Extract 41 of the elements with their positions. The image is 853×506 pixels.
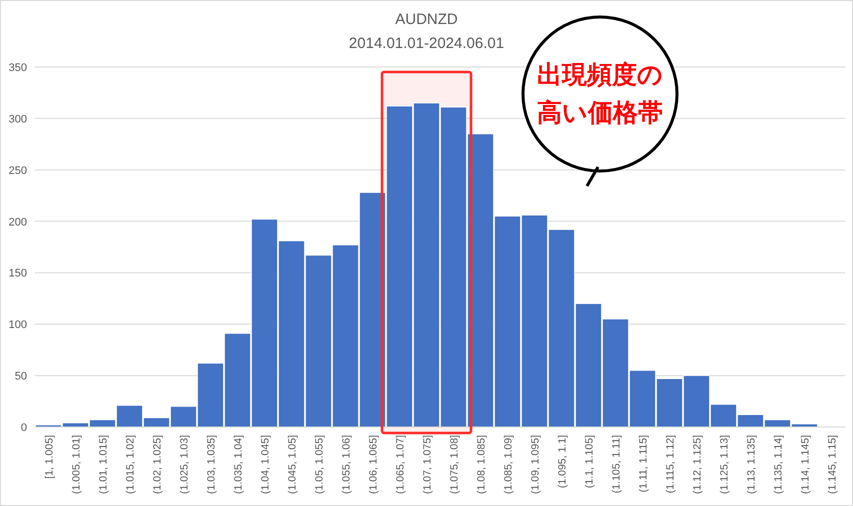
x-tick-label: (1.055, 1.06]	[340, 434, 352, 494]
x-tick-label: (1.075, 1.08]	[448, 434, 460, 494]
x-tick-label: (1.1, 1.105]	[584, 434, 596, 488]
x-tick-label: (1.085, 1.09]	[502, 434, 514, 494]
x-tick-label: (1.08, 1.085]	[476, 434, 488, 494]
x-tick-label: (1.11, 1.115]	[638, 434, 650, 492]
x-tick-label: (1.035, 1.04]	[232, 434, 244, 494]
x-tick-label: (1.135, 1.14]	[772, 434, 784, 494]
x-tick-label: (1.03, 1.035]	[206, 434, 218, 494]
annotation: 出現頻度の高い価格帯	[536, 59, 664, 129]
x-tick-label: (1.105, 1.11]	[610, 434, 622, 494]
y-tick-label: 50	[14, 370, 27, 383]
x-tick-label: (1.09, 1.095]	[530, 434, 542, 494]
x-tick-label: (1.025, 1.03]	[178, 434, 190, 494]
x-tick-label: (1.125, 1.13]	[718, 434, 730, 494]
x-tick-label: (1.015, 1.02]	[124, 434, 136, 494]
x-tick-label: (1.04, 1.045]	[260, 434, 272, 494]
x-tick-label: (1.13, 1.135]	[746, 434, 758, 494]
y-tick-label: 350	[8, 62, 27, 74]
chart-title: AUDNZD	[395, 11, 458, 28]
x-tick-label: (1.115, 1.12]	[664, 434, 676, 494]
y-tick-label: 300	[8, 113, 27, 126]
y-tick-label: 250	[8, 164, 27, 177]
x-tick-label: (1.07, 1.075]	[422, 434, 434, 494]
chart-subtitle: 2014.01.01-2024.06.01	[348, 35, 504, 52]
y-tick-label: 100	[8, 319, 27, 332]
x-tick-label: (1.05, 1.055]	[314, 434, 326, 494]
x-tick-label: (1.02, 1.025]	[152, 434, 164, 494]
x-tick-label: (1.095, 1.1]	[556, 434, 568, 488]
x-tick-label: (1.005, 1.01]	[70, 434, 82, 494]
y-tick-label: 150	[8, 268, 27, 280]
x-tick-label: (1.045, 1.05]	[286, 434, 298, 494]
y-tick-label: 0	[20, 422, 27, 434]
x-tick-label: (1.01, 1.015]	[98, 434, 110, 494]
x-tick-label: [1, 1.005]	[44, 434, 56, 479]
x-tick-label: (1.14, 1.145]	[800, 434, 812, 494]
y-tick-label: 200	[8, 216, 27, 228]
x-tick-label: (1.145, 1.15]	[826, 434, 838, 494]
x-tick-label: (1.06, 1.065]	[368, 434, 380, 494]
x-tick-label: (1.12, 1.125]	[692, 434, 704, 494]
x-tick-label: (1.065, 1.07]	[394, 434, 406, 494]
